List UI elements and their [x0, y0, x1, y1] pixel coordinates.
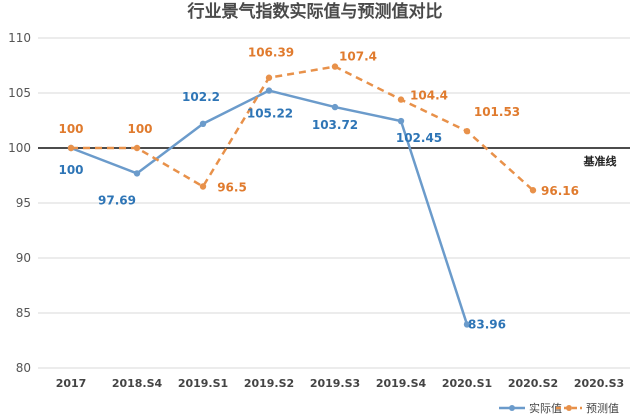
x-tick-label: 2020.S1: [442, 377, 492, 390]
data-label: 103.72: [312, 118, 358, 132]
data-label: 100: [58, 122, 83, 136]
data-label: 96.16: [541, 184, 579, 198]
data-label: 100: [127, 122, 152, 136]
y-tick-label: 110: [8, 31, 31, 45]
legend-marker-0: [509, 405, 515, 411]
series-0-point: [133, 170, 141, 177]
y-tick-label: 100: [8, 141, 31, 155]
chart-title: 行业景气指数实际值与预测值对比: [187, 1, 443, 22]
data-label: 102.45: [396, 131, 442, 145]
legend-label-1: 预测值: [586, 402, 619, 415]
series-0-point: [397, 117, 405, 125]
x-tick-label: 2017: [56, 377, 87, 390]
series-1-point: [265, 74, 273, 81]
series-0-point: [265, 87, 273, 94]
x-tick-label: 2019.S1: [178, 377, 228, 390]
data-label: 100: [58, 163, 83, 177]
data-label: 105.22: [247, 107, 293, 121]
legend: 实际值 预测值: [499, 401, 619, 415]
y-tick-label: 85: [16, 306, 31, 320]
data-labels: 100 97.69 102.2 105.22 103.72 102.45 83.96 100 1…: [58, 46, 579, 332]
data-label: 102.2: [182, 90, 220, 104]
series-0-point: [331, 103, 339, 111]
x-tick-label: 2019.S2: [244, 377, 294, 390]
data-label: 106.39: [248, 46, 294, 60]
series-0-point: [199, 120, 207, 128]
y-axis-ticks: 80 85 90 95 100 105 110: [8, 31, 31, 375]
legend-marker-1: [566, 405, 572, 411]
baseline-label: 基准线: [583, 154, 617, 168]
legend-label-0: 实际值: [529, 401, 562, 415]
data-label: 97.69: [98, 193, 136, 207]
series-1-point: [331, 63, 339, 70]
x-axis-ticks: 2017 2018.S4 2019.S1 2019.S2 2019.S3 2019.S4 2…: [56, 377, 625, 390]
x-tick-label: 2019.S4: [376, 377, 427, 390]
x-tick-label: 2018.S4: [112, 377, 163, 390]
data-label: 101.53: [474, 105, 520, 119]
x-tick-label: 2020.S2: [508, 377, 558, 390]
series-1-point: [67, 144, 75, 152]
data-label: 104.4: [410, 89, 448, 103]
x-tick-label: 2020.S3: [574, 377, 624, 390]
gridlines: [38, 37, 630, 369]
y-tick-label: 105: [8, 86, 31, 100]
data-label: 96.5: [217, 181, 247, 195]
series-layer: [67, 63, 537, 328]
y-tick-label: 90: [16, 251, 31, 265]
data-label: 107.4: [339, 50, 377, 64]
y-tick-label: 95: [16, 196, 31, 210]
series-line-1: [71, 65, 534, 192]
x-tick-label: 2019.S3: [310, 377, 360, 390]
series-1-point: [529, 187, 537, 194]
y-tick-label: 80: [16, 361, 31, 375]
baseline: 基准线: [38, 147, 630, 168]
series-0-point: [463, 321, 471, 328]
series-1-point: [397, 96, 405, 103]
data-label: 83.96: [468, 317, 506, 331]
series-1-point: [463, 127, 471, 135]
series-1-point: [199, 183, 207, 190]
series-1-point: [133, 144, 141, 152]
